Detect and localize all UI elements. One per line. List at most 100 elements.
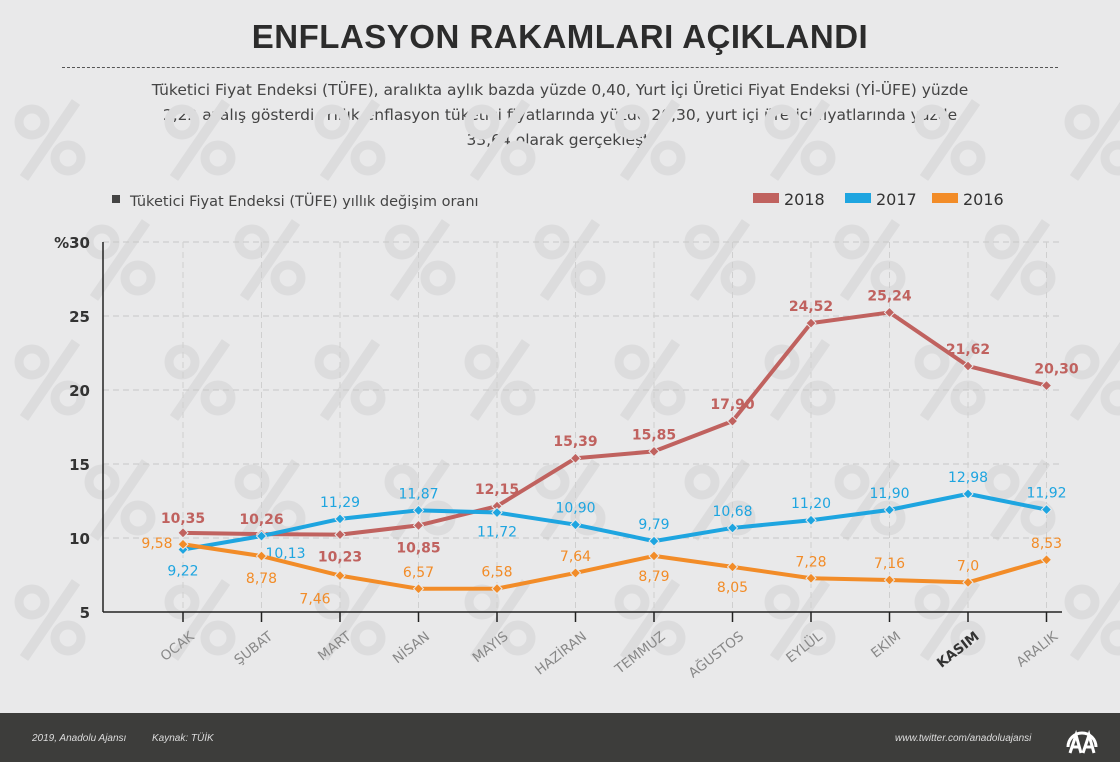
y-tick-label: 10 [69, 530, 90, 548]
percent-watermark-shape [14, 104, 50, 140]
percent-watermark-shape [650, 140, 686, 176]
percent-watermark-shape [989, 459, 1051, 541]
data-label: 11,92 [1026, 486, 1066, 502]
percent-watermark-shape [919, 339, 981, 421]
chart-title: Tüketici Fiyat Endeksi (TÜFE) yıllık değ… [129, 192, 479, 210]
data-label: 11,90 [869, 486, 909, 502]
percent-watermark-shape [19, 579, 81, 661]
x-tick-label: NİSAN [389, 627, 433, 667]
percent-watermark-shape [619, 579, 681, 661]
data-point [177, 527, 189, 539]
percent-watermark-shape [950, 620, 986, 656]
data-label: 6,58 [481, 565, 512, 581]
data-label: 11,29 [320, 495, 360, 511]
data-label: 10,68 [712, 504, 752, 520]
percent-watermark-shape [314, 104, 350, 140]
percent-watermark-shape [800, 140, 836, 176]
percent-watermark-shape [384, 464, 420, 500]
data-point [569, 567, 582, 579]
legend: 2018 2017 2016 [753, 190, 1004, 209]
data-label: 7,28 [795, 554, 826, 570]
data-label: 8,79 [638, 569, 669, 585]
data-label: 21,62 [946, 342, 990, 358]
data-label: 25,24 [867, 288, 912, 304]
data-point [412, 583, 425, 595]
x-tick-label: ARALIK [1014, 628, 1062, 671]
percent-watermark-shape [989, 219, 1051, 301]
percent-watermark-shape [84, 224, 120, 260]
percent-watermark-shape [1100, 380, 1120, 416]
percent-watermark-shape [1100, 140, 1120, 176]
series-2016: 9,58 8,78 7,46 6,57 6,58 7,64 8,79 8,05 7,28 7,16… [141, 536, 1062, 608]
percent-watermark-shape [919, 579, 981, 661]
percent-watermark-shape [769, 99, 831, 181]
data-point [883, 574, 896, 586]
data-point [805, 514, 817, 526]
percent-watermark-shape [169, 99, 231, 181]
percent-watermark-shape [720, 260, 756, 296]
percent-watermark-shape [764, 344, 800, 380]
percent-watermark-shape [950, 140, 986, 176]
percent-watermark-shape [720, 500, 756, 536]
data-label: 7,0 [957, 558, 979, 574]
data-point [962, 488, 974, 500]
percent-watermark-shape [650, 380, 686, 416]
data-point [726, 522, 739, 534]
percent-watermark-shape [764, 584, 800, 620]
data-point [1040, 554, 1053, 566]
percent-watermark-shape [984, 464, 1020, 500]
data-point [412, 504, 425, 517]
percent-watermark-shape [314, 584, 350, 620]
y-tick-label: 15 [69, 456, 90, 474]
data-label: 11,87 [398, 486, 438, 502]
percent-watermark-shape [350, 380, 386, 416]
data-point [648, 535, 660, 547]
series-line-2018 [182, 310, 1047, 537]
data-label: 10,35 [161, 511, 205, 527]
x-tick-label: AĞUSTOS [684, 627, 747, 681]
percent-watermark-shape [389, 219, 451, 301]
percent-watermark-shape [684, 464, 720, 500]
data-label: 20,30 [1034, 362, 1079, 378]
data-point [491, 582, 503, 595]
source: Kaynak: TÜİK [152, 733, 214, 744]
twitter-link[interactable]: www.twitter.com/anadoluajansi [895, 733, 1032, 744]
data-label: 8,53 [1031, 536, 1062, 552]
data-point [648, 550, 660, 562]
percent-watermark-shape [839, 219, 901, 301]
legend-label-2018: 2018 [784, 190, 825, 209]
legend-swatch-2018 [753, 193, 779, 203]
data-point [569, 518, 582, 531]
data-point [255, 530, 268, 542]
percent-watermark-shape [50, 140, 86, 176]
percent-watermark-shape [769, 339, 831, 421]
legend-swatch-2017 [845, 193, 871, 203]
data-point [177, 538, 189, 550]
legend-label-2016: 2016 [963, 190, 1004, 209]
data-point [569, 452, 582, 464]
percent-watermark-shape [769, 579, 831, 661]
percent-watermark-shape [319, 99, 381, 181]
percent-watermark-shape [164, 584, 200, 620]
data-point [883, 504, 896, 516]
data-point [1040, 379, 1053, 392]
percent-watermark-shape [350, 140, 386, 176]
percent-watermark-shape [914, 104, 950, 140]
percent-watermark-shape [464, 584, 500, 620]
percent-watermark-shape [314, 344, 350, 380]
legend-swatch-2016 [932, 193, 958, 203]
percent-watermark-shape [239, 459, 301, 541]
percent-watermark-shape [870, 500, 906, 536]
data-point [412, 519, 425, 532]
data-label: 10,85 [396, 540, 440, 556]
percent-watermark-shape [984, 224, 1020, 260]
percent-watermark-shape [50, 380, 86, 416]
percent-watermark [14, 99, 1120, 661]
percent-watermark-shape [14, 344, 50, 380]
series-2018: 10,35 10,26 10,23 10,85 12,15 15,39 15,85 17,90… [161, 288, 1079, 565]
percent-watermark-shape [614, 104, 650, 140]
data-point [648, 445, 660, 458]
copyright: 2019, Anadolu Ajansı [32, 733, 127, 744]
percent-watermark-shape [870, 260, 906, 296]
